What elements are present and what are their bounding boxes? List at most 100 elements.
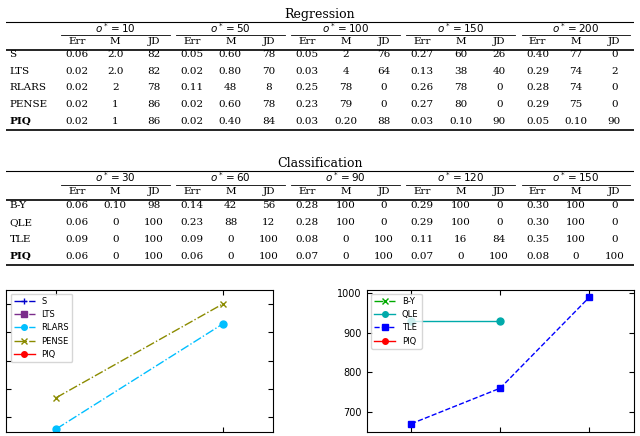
Text: JD: JD <box>147 187 160 196</box>
Text: 0.20: 0.20 <box>334 117 357 126</box>
QLE <box>496 318 504 324</box>
Text: 78: 78 <box>262 100 275 109</box>
Text: M: M <box>340 37 351 46</box>
Text: 0.08: 0.08 <box>526 252 549 261</box>
Text: 0.06: 0.06 <box>65 201 88 210</box>
Text: Err: Err <box>68 187 86 196</box>
Text: 0.29: 0.29 <box>411 201 434 210</box>
Text: 0.28: 0.28 <box>296 201 319 210</box>
Text: 0: 0 <box>611 218 618 227</box>
Legend: B-Y, QLE, TLE, PIQ: B-Y, QLE, TLE, PIQ <box>371 294 422 349</box>
Text: S: S <box>10 50 17 59</box>
Text: M: M <box>110 37 120 46</box>
Text: 74: 74 <box>570 67 582 76</box>
Text: 0: 0 <box>381 201 387 210</box>
Line: PENSE: PENSE <box>53 300 227 401</box>
Text: 100: 100 <box>143 235 164 244</box>
Text: 60: 60 <box>454 50 467 59</box>
Text: 0: 0 <box>611 201 618 210</box>
Text: 80: 80 <box>454 100 467 109</box>
Text: 0.11: 0.11 <box>411 235 434 244</box>
Text: 0.08: 0.08 <box>296 235 319 244</box>
Text: 8: 8 <box>266 83 272 92</box>
Text: 0.30: 0.30 <box>526 201 549 210</box>
Text: 0.02: 0.02 <box>180 67 204 76</box>
Text: 0.06: 0.06 <box>65 218 88 227</box>
Text: 0.29: 0.29 <box>526 67 549 76</box>
Text: 82: 82 <box>147 67 160 76</box>
Text: 98: 98 <box>147 201 160 210</box>
Text: 0: 0 <box>611 235 618 244</box>
PENSE <box>52 395 60 400</box>
Text: 78: 78 <box>147 83 160 92</box>
Text: 79: 79 <box>339 100 352 109</box>
Text: 84: 84 <box>262 117 275 126</box>
Text: 0.30: 0.30 <box>526 218 549 227</box>
TLE <box>585 295 593 300</box>
Text: 0.06: 0.06 <box>65 50 88 59</box>
Text: 0.07: 0.07 <box>296 252 319 261</box>
Text: JD: JD <box>262 187 275 196</box>
Text: 0: 0 <box>381 218 387 227</box>
Text: 0: 0 <box>496 100 502 109</box>
Text: 84: 84 <box>493 235 506 244</box>
Text: $o^* = 60$: $o^* = 60$ <box>210 170 251 184</box>
Text: 0.28: 0.28 <box>526 83 549 92</box>
Text: $o^* = 100$: $o^* = 100$ <box>322 21 369 35</box>
Text: 78: 78 <box>454 83 467 92</box>
RLARS <box>52 426 60 431</box>
QLE <box>407 318 415 324</box>
Text: JD: JD <box>378 187 390 196</box>
Text: $o^* = 150$: $o^* = 150$ <box>437 21 484 35</box>
Text: 42: 42 <box>224 201 237 210</box>
Text: PENSE: PENSE <box>10 100 47 109</box>
Text: Err: Err <box>298 187 316 196</box>
Text: TLE: TLE <box>10 235 31 244</box>
Text: 0: 0 <box>227 235 234 244</box>
Text: JD: JD <box>147 37 160 46</box>
Text: 0.06: 0.06 <box>180 252 204 261</box>
Text: 0: 0 <box>496 201 502 210</box>
Text: 88: 88 <box>224 218 237 227</box>
Text: 0.27: 0.27 <box>411 50 434 59</box>
Text: 64: 64 <box>378 67 390 76</box>
Text: 100: 100 <box>374 252 394 261</box>
Text: 1: 1 <box>112 117 118 126</box>
Text: $o^* = 150$: $o^* = 150$ <box>552 170 600 184</box>
Text: 100: 100 <box>451 218 471 227</box>
Text: 0.11: 0.11 <box>180 83 204 92</box>
Text: 38: 38 <box>454 67 467 76</box>
Text: 40: 40 <box>493 67 506 76</box>
Text: 0.23: 0.23 <box>296 100 319 109</box>
Text: 100: 100 <box>489 252 509 261</box>
Text: 0: 0 <box>342 235 349 244</box>
Text: $o^* = 30$: $o^* = 30$ <box>95 170 136 184</box>
Text: B-Y: B-Y <box>10 201 27 210</box>
Text: 0: 0 <box>381 83 387 92</box>
Text: 0.27: 0.27 <box>411 100 434 109</box>
Text: 0.02: 0.02 <box>180 117 204 126</box>
TLE <box>407 421 415 426</box>
Text: 0.05: 0.05 <box>180 50 204 59</box>
Text: 90: 90 <box>608 117 621 126</box>
Text: Err: Err <box>298 37 316 46</box>
Text: 2.0: 2.0 <box>107 50 124 59</box>
Text: 0.13: 0.13 <box>411 67 434 76</box>
Text: 0.09: 0.09 <box>180 235 204 244</box>
Text: 76: 76 <box>378 50 390 59</box>
Text: $o^* = 200$: $o^* = 200$ <box>552 21 600 35</box>
Text: 78: 78 <box>339 83 352 92</box>
Text: 0: 0 <box>458 252 464 261</box>
Text: 0.07: 0.07 <box>411 252 434 261</box>
Text: 0.03: 0.03 <box>296 67 319 76</box>
Text: PIQ: PIQ <box>10 117 31 126</box>
Text: $o^* = 120$: $o^* = 120$ <box>437 170 484 184</box>
Text: 0: 0 <box>227 252 234 261</box>
Text: 0.60: 0.60 <box>219 50 242 59</box>
Text: $o^* = 50$: $o^* = 50$ <box>210 21 251 35</box>
Text: M: M <box>225 187 236 196</box>
Text: 0.40: 0.40 <box>219 117 242 126</box>
Text: 0.35: 0.35 <box>526 235 549 244</box>
Text: QLE: QLE <box>10 218 33 227</box>
Text: 0.29: 0.29 <box>411 218 434 227</box>
